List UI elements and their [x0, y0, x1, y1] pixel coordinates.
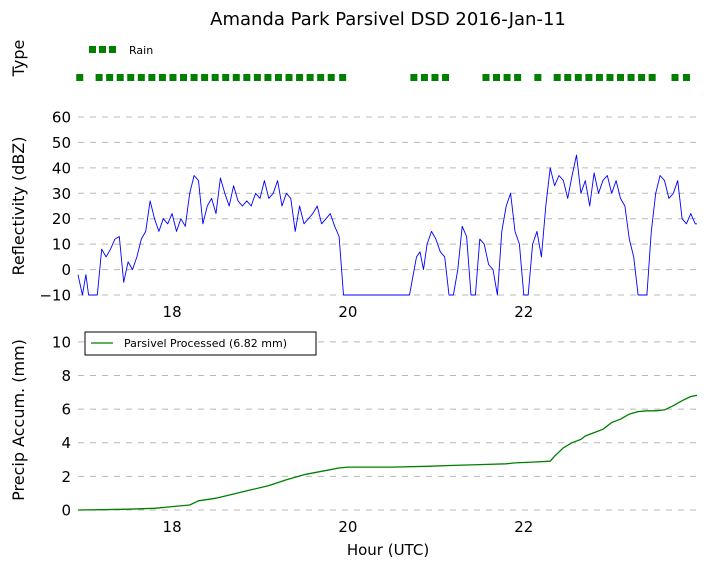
- rain-marker-28: [442, 74, 450, 81]
- reflectivity-gridlines: [78, 116, 697, 296]
- reflectivity-series: [77, 154, 697, 296]
- rain-marker-33: [534, 74, 542, 81]
- accumulation-gridlines: [78, 341, 697, 511]
- reflectivity-panel: Reflectivity (dBZ) −10 0 10 20 30 40 50 60 18 20…: [9, 109, 697, 321]
- rain-marker-31: [503, 74, 511, 81]
- acc-xtick-label-1: 20: [338, 518, 357, 536]
- refl-ytick-label-2: 10: [52, 236, 71, 254]
- rain-marker-35: [564, 74, 572, 81]
- acc-ytick-label-4: 8: [61, 367, 71, 385]
- refl-xtick-label-0: 18: [163, 303, 182, 321]
- rain-marker-10: [190, 74, 198, 81]
- rain-marker-17: [264, 74, 272, 81]
- rain-marker-0: [76, 74, 84, 81]
- rain-marker-34: [553, 74, 561, 81]
- type-legend-label: Rain: [129, 44, 153, 57]
- rain-marker-9: [180, 74, 188, 81]
- legend-rain-marker-2: [109, 46, 116, 53]
- rain-marker-30: [493, 74, 501, 81]
- refl-ytick-label-3: 20: [52, 210, 71, 228]
- rain-marker-18: [274, 74, 282, 81]
- accumulation-legend: Parsivel Processed (6.82 mm): [84, 331, 317, 356]
- reflectivity-y-ticks: −10 0 10 20 30 40 50 60: [39, 109, 71, 305]
- rain-marker-8: [169, 74, 177, 81]
- rain-marker-42: [638, 74, 646, 81]
- acc-ytick-label-1: 2: [61, 468, 71, 486]
- rain-marker-41: [627, 74, 635, 81]
- rain-marker-2: [106, 74, 114, 81]
- refl-ytick-label-1: 0: [61, 261, 71, 279]
- accumulation-axis-label: Precip Accum. (mm): [9, 339, 28, 501]
- rain-marker-11: [201, 74, 209, 81]
- rain-marker-40: [617, 74, 625, 81]
- rain-marker-1: [95, 74, 103, 81]
- accumulation-line: [77, 394, 698, 511]
- rain-marker-22: [317, 74, 325, 81]
- acc-ytick-label-3: 6: [61, 401, 71, 419]
- figure-title: Amanda Park Parsivel DSD 2016-Jan-11: [210, 9, 566, 30]
- rain-marker-6: [148, 74, 156, 81]
- refl-ytick-label-4: 30: [52, 185, 71, 203]
- accumulation-y-ticks: 0 2 4 6 8 10: [52, 333, 71, 519]
- acc-xtick-label-0: 18: [163, 518, 182, 536]
- rain-marker-7: [158, 74, 166, 81]
- rain-marker-16: [253, 74, 261, 81]
- accumulation-x-ticks: 18 20 22: [163, 518, 534, 536]
- rain-marker-23: [327, 74, 335, 81]
- rain-marker-15: [243, 74, 251, 81]
- refl-ytick-label-7: 60: [52, 109, 71, 127]
- rain-marker-25: [410, 74, 418, 81]
- reflectivity-axis-label: Reflectivity (dBZ): [9, 137, 28, 276]
- rain-marker-29: [482, 74, 490, 81]
- refl-ytick-label-6: 50: [52, 134, 71, 152]
- rain-marker-24: [339, 74, 347, 81]
- accumulation-panel: Precip Accum. (mm) 0 2 4 6 8 10 18 20 22 Parsiv…: [9, 331, 698, 536]
- rain-marker-45: [682, 74, 690, 81]
- legend-label: Parsivel Processed (6.82 mm): [124, 337, 287, 350]
- rain-marker-32: [514, 74, 522, 81]
- rain-marker-39: [606, 74, 614, 81]
- acc-ytick-label-0: 0: [61, 502, 71, 520]
- reflectivity-line: [77, 154, 697, 296]
- refl-ytick-label-0: −10: [39, 287, 71, 305]
- rain-markers: [76, 74, 690, 81]
- rain-marker-20: [296, 74, 304, 81]
- rain-marker-43: [648, 74, 656, 81]
- rain-marker-3: [116, 74, 124, 81]
- rain-marker-36: [574, 74, 582, 81]
- rain-marker-44: [671, 74, 679, 81]
- legend-rain-marker-1: [99, 46, 106, 53]
- refl-ytick-label-5: 40: [52, 159, 71, 177]
- rain-marker-5: [137, 74, 145, 81]
- rain-marker-21: [306, 74, 314, 81]
- rain-marker-4: [127, 74, 135, 81]
- legend-rain-marker-0: [89, 46, 96, 53]
- acc-xtick-label-2: 22: [514, 518, 533, 536]
- refl-xtick-label-2: 22: [514, 303, 533, 321]
- reflectivity-x-ticks: 18 20 22: [163, 303, 534, 321]
- accumulation-series: [77, 394, 698, 511]
- rain-marker-19: [285, 74, 293, 81]
- rain-marker-38: [595, 74, 603, 81]
- type-axis-label: Type: [9, 40, 28, 78]
- type-panel: Type Rain: [9, 40, 690, 81]
- rain-marker-37: [585, 74, 593, 81]
- acc-ytick-label-2: 4: [61, 434, 71, 452]
- refl-xtick-label-1: 20: [338, 303, 357, 321]
- rain-marker-12: [211, 74, 219, 81]
- rain-marker-27: [431, 74, 439, 81]
- type-legend: Rain: [89, 44, 153, 57]
- rain-marker-26: [420, 74, 428, 81]
- acc-ytick-label-5: 10: [52, 333, 71, 351]
- rain-marker-13: [222, 74, 230, 81]
- x-axis-label: Hour (UTC): [347, 541, 429, 559]
- legend-box: [84, 331, 317, 356]
- rain-marker-14: [232, 74, 240, 81]
